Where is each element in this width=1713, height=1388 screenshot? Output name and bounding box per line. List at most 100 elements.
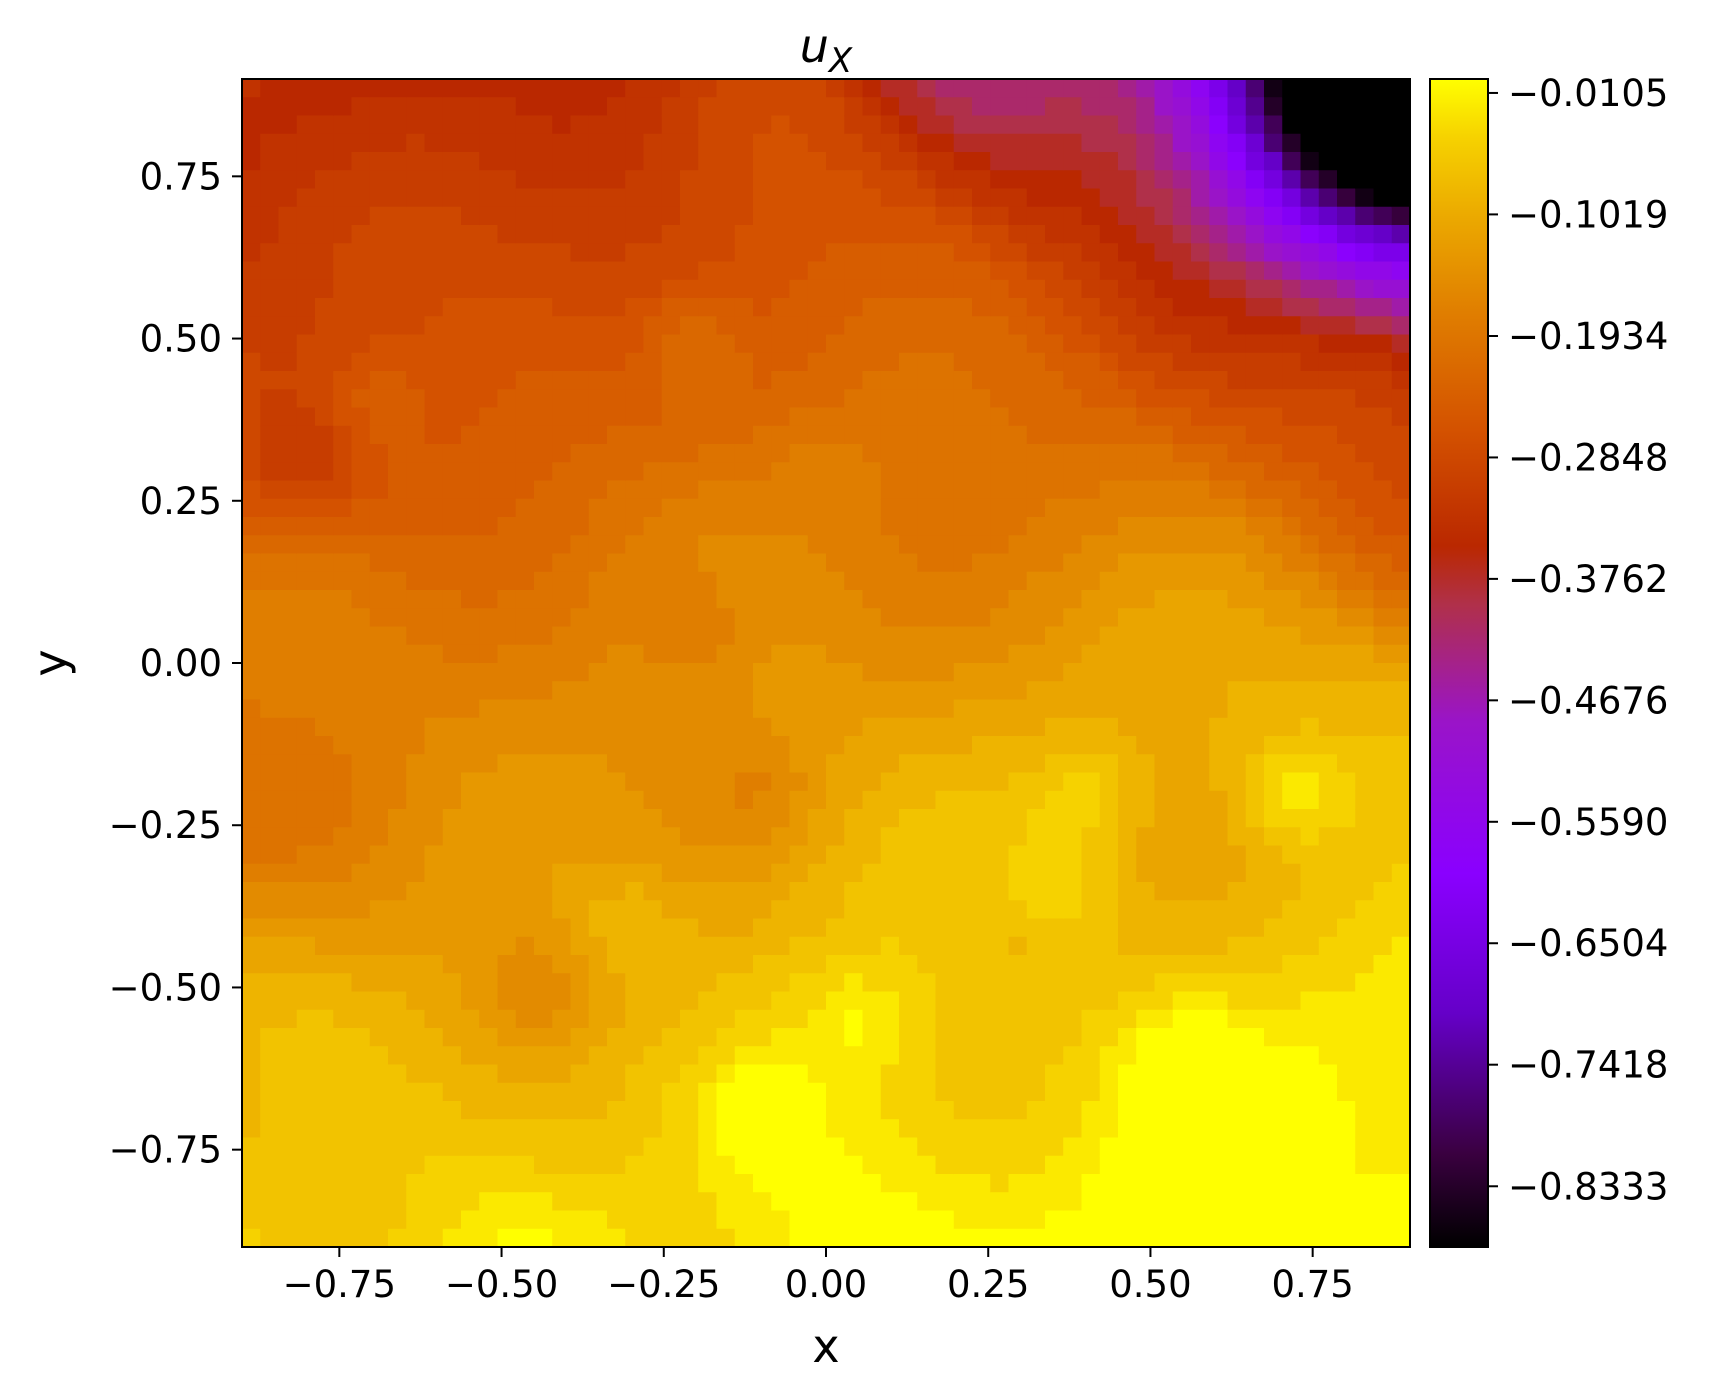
contour-cell (917, 352, 937, 372)
contour-cell (1099, 243, 1119, 263)
contour-cell (1008, 371, 1028, 390)
contour-cell (1099, 1082, 1119, 1102)
contour-cell (461, 1009, 480, 1029)
contour-cell (862, 279, 882, 299)
contour-cell (753, 389, 772, 409)
contour-cell (972, 699, 991, 719)
contour-cell (1045, 261, 1064, 281)
contour-cell (1191, 1101, 1210, 1120)
contour-cell (1391, 1137, 1410, 1157)
contour-cell (661, 517, 681, 536)
contour-cell (1045, 243, 1064, 263)
contour-cell (1318, 973, 1338, 993)
contour-cell (388, 261, 407, 281)
contour-cell (1264, 845, 1283, 865)
contour-cell (899, 261, 918, 281)
contour-cell (1099, 590, 1119, 609)
contour-cell (935, 1101, 955, 1120)
contour-cell (844, 462, 864, 482)
contour-cell (1282, 626, 1302, 646)
contour-cell (1118, 498, 1137, 518)
contour-cell (588, 79, 608, 98)
contour-cell (789, 115, 809, 135)
contour-cell (1063, 243, 1083, 263)
contour-cell (862, 681, 882, 701)
contour-cell (1191, 517, 1210, 536)
contour-cell (1191, 590, 1210, 609)
contour-cell (935, 97, 955, 117)
contour-cell (734, 352, 754, 372)
contour-cell (588, 1137, 608, 1157)
contour-cell (479, 1009, 499, 1029)
contour-cell (1099, 334, 1119, 354)
contour-cell (625, 1009, 645, 1029)
contour-cell (1136, 863, 1156, 883)
contour-cell (680, 809, 699, 828)
contour-cell (789, 955, 809, 974)
contour-cell (1026, 790, 1046, 810)
contour-cell (1172, 79, 1192, 98)
contour-cell (807, 170, 827, 190)
contour-cell (588, 1101, 608, 1120)
contour-cell (515, 444, 535, 463)
contour-cell (1373, 736, 1393, 755)
contour-cell (497, 1210, 517, 1230)
contour-cell (680, 955, 699, 974)
contour-cell (1337, 644, 1356, 664)
contour-cell (588, 845, 608, 865)
contour-cell (406, 991, 426, 1011)
contour-cell (461, 827, 480, 847)
contour-cell (880, 918, 900, 938)
contour-cell (1099, 206, 1119, 226)
contour-cell (953, 425, 973, 445)
contour-cell (807, 444, 827, 463)
contour-cell (1337, 1064, 1356, 1084)
contour-cell (515, 571, 535, 591)
contour-cell (698, 644, 718, 664)
contour-cell (880, 206, 900, 226)
contour-cell (1118, 1009, 1137, 1029)
contour-cell (1209, 79, 1229, 98)
contour-cell (789, 754, 809, 774)
contour-cell (1026, 991, 1046, 1011)
contour-cell (515, 517, 535, 536)
contour-cell (1337, 1228, 1356, 1247)
contour-cell (1154, 1210, 1174, 1230)
contour-cell (296, 1155, 316, 1175)
contour-cell (1026, 133, 1046, 153)
contour-cell (552, 243, 572, 263)
contour-cell (643, 517, 663, 536)
contour-cell (1300, 608, 1320, 628)
contour-cell (406, 462, 426, 482)
contour-cell (1209, 1137, 1229, 1157)
contour-cell (1008, 115, 1028, 135)
contour-cell (588, 644, 608, 664)
contour-cell (789, 882, 809, 901)
contour-cell (406, 772, 426, 792)
contour-cell (661, 444, 681, 463)
contour-cell (917, 1155, 937, 1175)
contour-cell (1026, 1101, 1046, 1120)
contour-cell (351, 225, 371, 244)
contour-cell (315, 444, 334, 463)
contour-cell (734, 1155, 754, 1175)
contour-cell (315, 571, 334, 591)
contour-cell (461, 973, 480, 993)
contour-cell (1081, 1101, 1101, 1120)
contour-cell (588, 717, 608, 737)
contour-cell (899, 973, 918, 993)
contour-cell (369, 1028, 389, 1047)
contour-cell (862, 1228, 882, 1247)
contour-cell (351, 571, 371, 591)
contour-cell (1008, 389, 1028, 409)
contour-cell (1337, 261, 1356, 281)
contour-cell (570, 279, 590, 299)
contour-cell (880, 681, 900, 701)
contour-cell (570, 772, 590, 792)
contour-cell (369, 298, 389, 317)
contour-cell (1300, 97, 1320, 117)
contour-cell (716, 991, 736, 1011)
contour-cell (1227, 809, 1247, 828)
contour-cell (1136, 425, 1156, 445)
contour-cell (698, 535, 718, 555)
